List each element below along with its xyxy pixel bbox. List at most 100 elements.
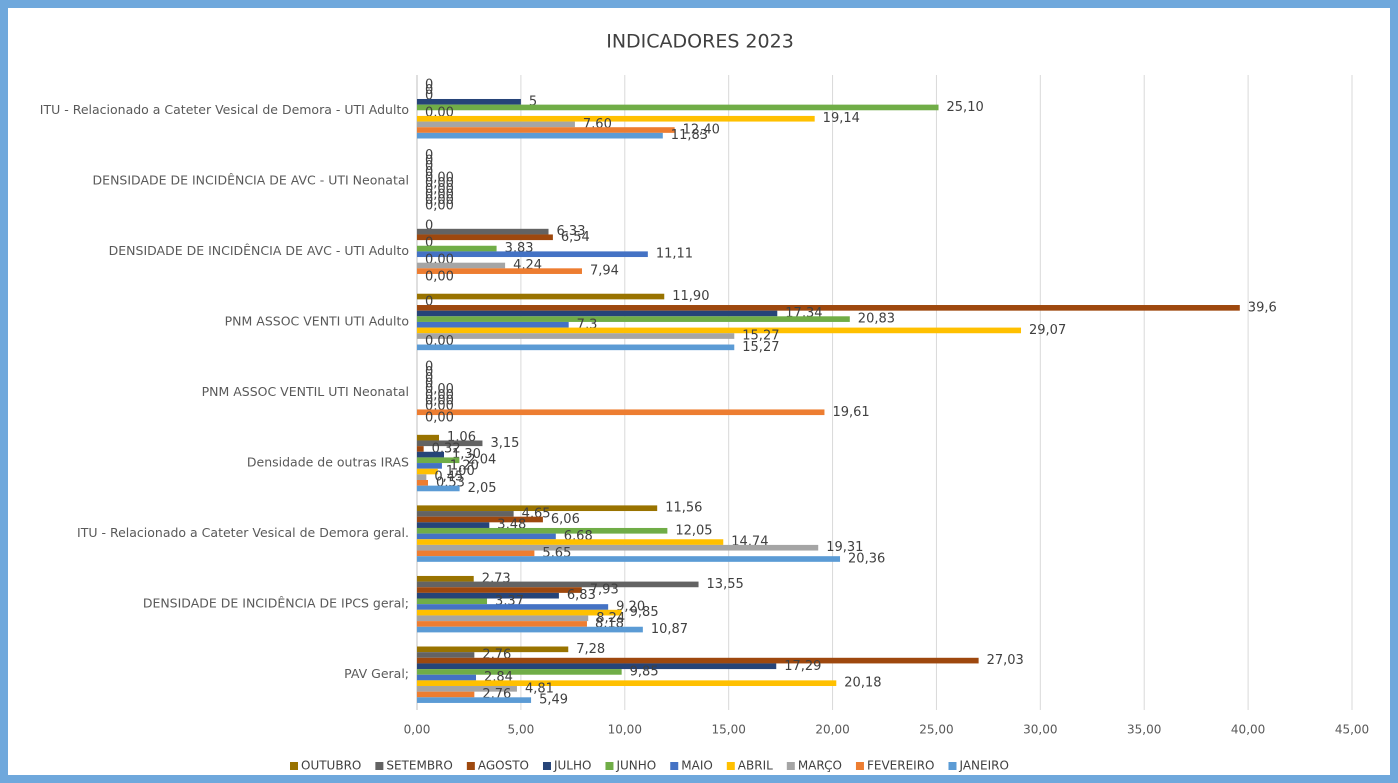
data-label: 1,00 bbox=[446, 464, 475, 479]
bar bbox=[417, 104, 939, 111]
data-label: 0,00 bbox=[425, 382, 454, 397]
bar bbox=[417, 697, 532, 703]
data-label: 9,85 bbox=[630, 664, 659, 679]
data-label: 0 bbox=[425, 83, 433, 98]
bar bbox=[417, 652, 475, 658]
bar bbox=[417, 121, 575, 128]
data-label: 0 bbox=[425, 365, 433, 380]
category-label: DENSIDADE DE INCIDÊNCIA DE IPCS geral; bbox=[143, 596, 409, 611]
bar bbox=[417, 598, 488, 605]
data-label: 0 bbox=[425, 77, 433, 92]
x-tick-label: 40,00 bbox=[1231, 723, 1265, 737]
data-label: 5 bbox=[529, 94, 537, 109]
bar bbox=[417, 615, 589, 622]
data-label: 2,04 bbox=[467, 453, 496, 468]
data-label: 5,49 bbox=[539, 693, 568, 708]
data-label: 17,29 bbox=[784, 659, 821, 674]
bar bbox=[417, 245, 497, 252]
data-label: 7,93 bbox=[590, 583, 619, 598]
x-tick-label: 25,00 bbox=[919, 723, 953, 737]
bar bbox=[417, 409, 825, 416]
legend-swatch bbox=[542, 762, 551, 770]
data-label: 11,90 bbox=[672, 289, 709, 304]
bar bbox=[417, 646, 569, 653]
bar bbox=[417, 505, 658, 512]
data-label: 20,83 bbox=[858, 312, 895, 327]
data-label: 8,24 bbox=[596, 611, 625, 626]
bar bbox=[417, 669, 622, 675]
legend-label: JULHO bbox=[553, 759, 591, 773]
bar bbox=[417, 228, 549, 235]
bar bbox=[417, 550, 535, 557]
data-label: 0 bbox=[425, 218, 433, 233]
bar bbox=[417, 132, 663, 139]
legend-label: SETEMBRO bbox=[386, 759, 452, 773]
bar bbox=[417, 115, 815, 122]
bar bbox=[417, 485, 460, 492]
bar bbox=[417, 657, 979, 664]
bar bbox=[417, 451, 445, 458]
bar bbox=[417, 305, 1240, 311]
data-label: 20,18 bbox=[844, 676, 881, 691]
data-label: 39,6 bbox=[1248, 300, 1277, 315]
data-label: 0,00 bbox=[425, 410, 454, 425]
data-label: 4,81 bbox=[525, 681, 554, 696]
bar bbox=[417, 316, 850, 322]
data-label: 0 bbox=[425, 148, 433, 163]
legend-label: MAIO bbox=[681, 759, 713, 773]
data-label: 7,28 bbox=[576, 642, 605, 657]
legend-swatch bbox=[466, 762, 475, 770]
bar bbox=[417, 434, 440, 441]
data-label: 19,61 bbox=[832, 405, 869, 420]
legend-swatch bbox=[855, 762, 864, 770]
data-label: 0,00 bbox=[425, 182, 454, 197]
data-label: 0,00 bbox=[425, 269, 454, 284]
data-label: 12,40 bbox=[683, 123, 720, 138]
bar bbox=[417, 604, 609, 610]
category-label: DENSIDADE DE INCIDÊNCIA DE AVC - UTI Adu… bbox=[109, 243, 409, 258]
bar bbox=[417, 479, 429, 486]
data-label: 0,00 bbox=[425, 171, 454, 186]
x-tick-label: 30,00 bbox=[1023, 723, 1057, 737]
data-label: 15,27 bbox=[742, 340, 779, 355]
bar bbox=[417, 98, 521, 105]
legend-label: ABRIL bbox=[738, 759, 773, 773]
data-label: 0 bbox=[425, 377, 433, 392]
bar bbox=[417, 446, 424, 452]
chart-title: INDICADORES 2023 bbox=[606, 31, 794, 53]
bar bbox=[417, 626, 643, 633]
category-label: ITU - Relacionado a Cateter Vesical de D… bbox=[40, 102, 409, 117]
legend-label: MARÇO bbox=[798, 759, 842, 773]
bar bbox=[417, 511, 514, 517]
data-label: 2,05 bbox=[468, 481, 497, 496]
data-label: 0 bbox=[425, 295, 433, 310]
data-label: 11,83 bbox=[671, 128, 708, 143]
data-label: 0 bbox=[425, 235, 433, 250]
data-label: 25,10 bbox=[947, 100, 984, 115]
bar bbox=[417, 321, 569, 328]
bar bbox=[417, 556, 841, 562]
bar bbox=[417, 262, 506, 269]
bar bbox=[417, 440, 483, 447]
data-label: 0 bbox=[425, 165, 433, 180]
data-label: 11,56 bbox=[665, 501, 702, 516]
data-label: 15,27 bbox=[742, 329, 779, 344]
data-label: 27,03 bbox=[987, 653, 1024, 668]
bar bbox=[417, 691, 475, 698]
legend-swatch bbox=[786, 762, 795, 770]
bar bbox=[417, 621, 587, 627]
legend-swatch bbox=[726, 762, 735, 770]
data-label: 0,00 bbox=[425, 176, 454, 191]
bar bbox=[417, 251, 648, 258]
x-tick-label: 10,00 bbox=[608, 723, 642, 737]
bar bbox=[417, 268, 582, 274]
bar bbox=[417, 587, 582, 593]
legend-label: JUNHO bbox=[615, 759, 656, 773]
data-label: 13,55 bbox=[707, 577, 744, 592]
bar bbox=[417, 674, 477, 681]
data-label: 19,31 bbox=[826, 540, 863, 555]
data-label: 0 bbox=[425, 360, 433, 375]
legend-label: JANEIRO bbox=[958, 759, 1008, 773]
data-label: 0,00 bbox=[425, 193, 454, 208]
